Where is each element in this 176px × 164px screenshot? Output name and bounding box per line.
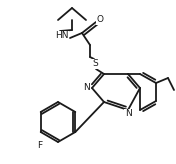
Text: O: O <box>96 16 103 24</box>
Text: HN: HN <box>55 31 69 41</box>
Text: N: N <box>125 110 131 119</box>
Text: F: F <box>37 141 43 150</box>
Text: S: S <box>92 60 98 69</box>
Text: N: N <box>84 83 90 92</box>
